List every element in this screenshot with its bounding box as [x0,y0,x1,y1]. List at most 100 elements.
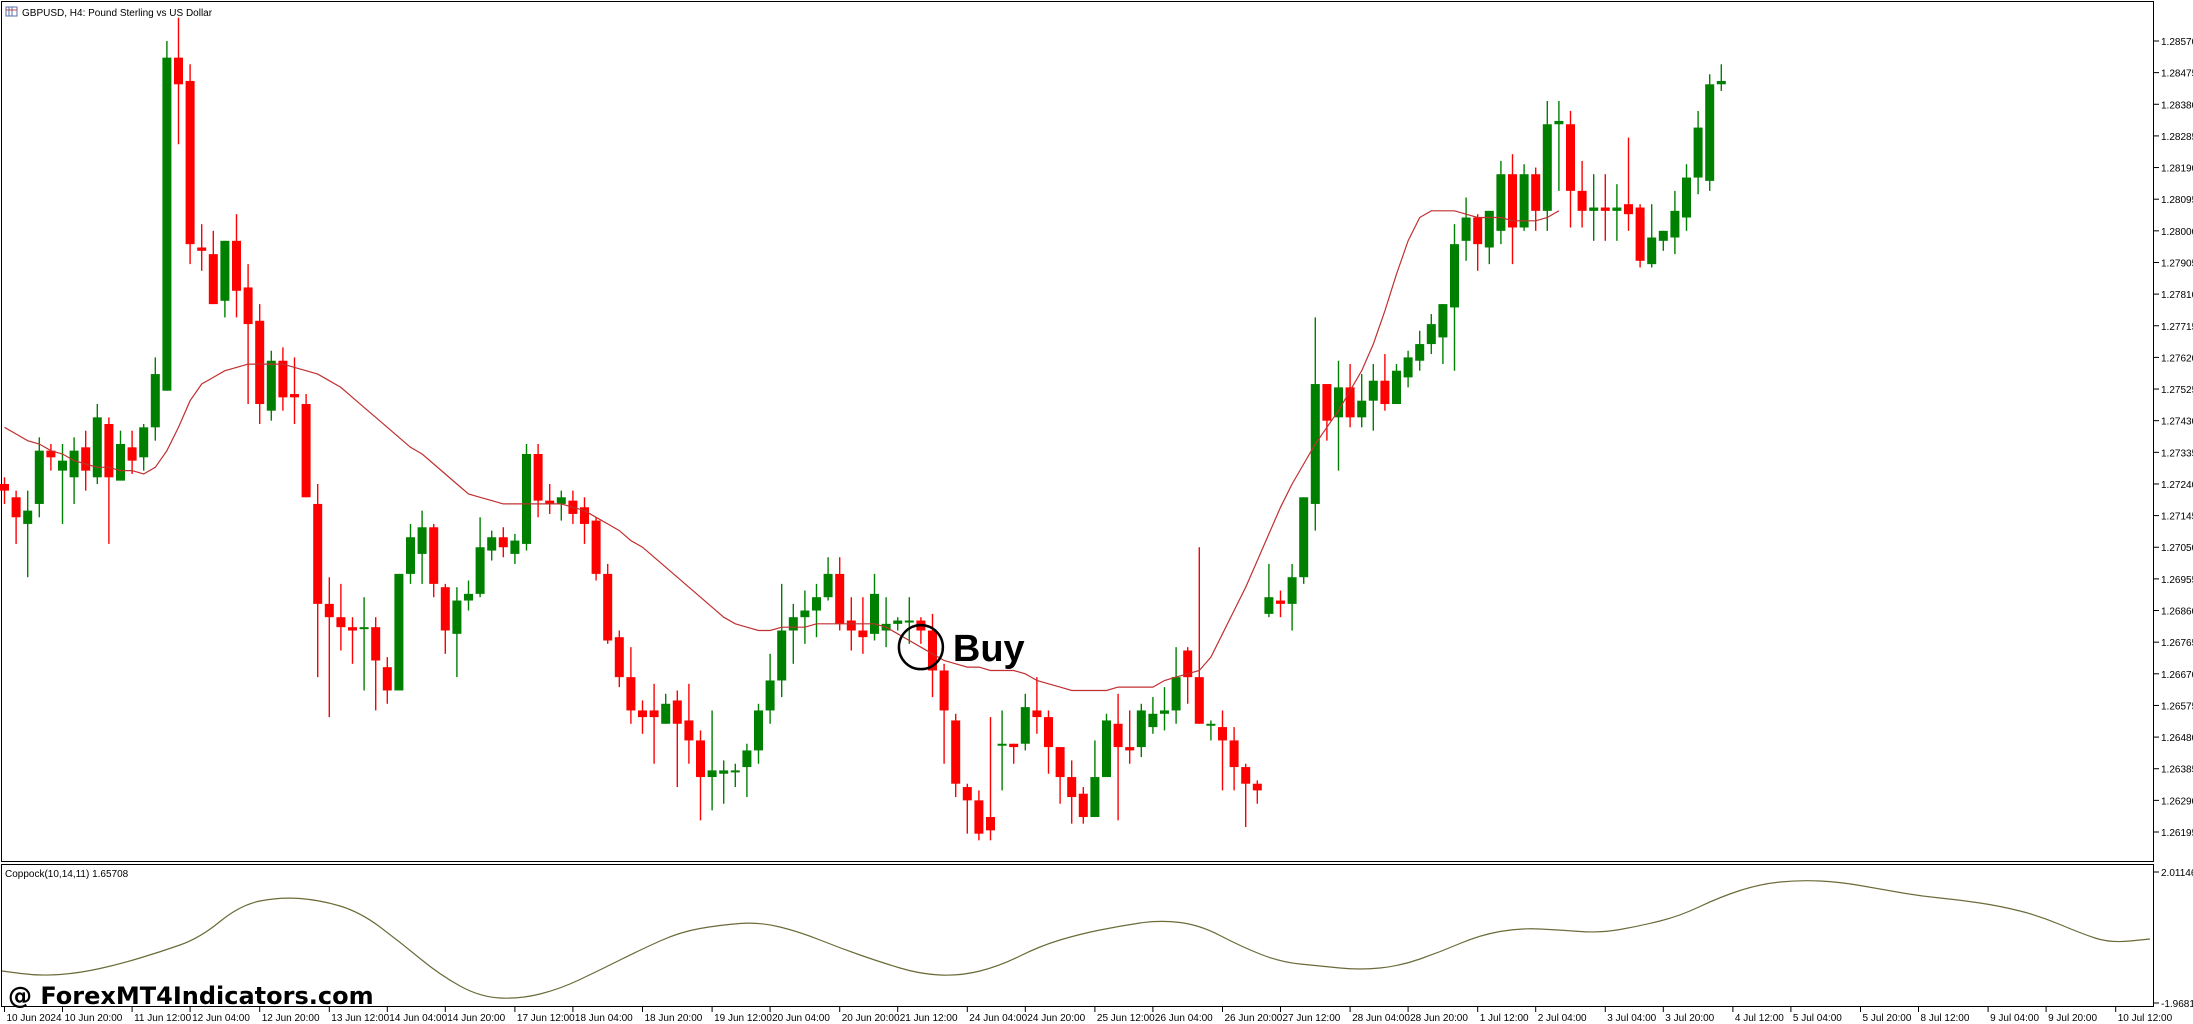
candle-body [1658,230,1668,241]
price-tick-label: 1.27810 [2161,290,2193,301]
time-tick-label: 3 Jul 04:00 [1607,1013,1656,1024]
candle-body [545,500,555,504]
price-tick-label: 1.26670 [2161,670,2193,681]
candle-body [371,627,381,661]
candle-body [220,240,230,301]
candle-body [1612,207,1622,211]
watermark: @ ForexMT4Indicators.com [8,982,374,1010]
candle-body [1020,707,1030,744]
candle-body [788,617,798,631]
candle-body [870,593,879,634]
candle-body [719,770,729,774]
time-tick-label: 14 Jun 04:00 [389,1013,447,1024]
price-tick-label: 1.26290 [2161,796,2193,807]
price-tick-label: 1.26765 [2161,638,2193,649]
candle-body [255,320,265,405]
candle-body [1055,747,1065,778]
candle-body [1032,710,1042,718]
candle-body [1624,204,1633,215]
candle-body [661,703,671,724]
candle-body [765,680,775,711]
price-tick-label: 1.26860 [2161,607,2193,618]
candle-body [1264,597,1274,614]
candle-body [1322,384,1332,421]
candle-body [742,750,752,768]
candle-body [1241,767,1251,784]
candle-body [1148,713,1158,728]
candle-body [1716,80,1726,85]
time-tick-label: 19 Jun 12:00 [714,1013,772,1024]
price-tick-label: 1.27335 [2161,448,2193,459]
candle-body [707,770,717,778]
price-tick-label: 1.28285 [2161,132,2193,143]
candle-body [46,450,56,458]
candle-body [1287,577,1297,604]
candle-body [58,460,67,471]
candle-body [777,630,787,681]
candle-body [649,710,659,718]
candle-body [1183,650,1193,678]
time-tick-label: 26 Jun 20:00 [1225,1013,1283,1024]
candle-body [266,360,276,411]
time-tick-label: 11 Jun 12:00 [134,1013,192,1024]
time-tick-label: 20 Jun 20:00 [842,1013,900,1024]
candle-body [754,710,763,751]
candle-body [464,593,473,601]
candle-body [928,630,937,671]
candle-body [1484,210,1494,248]
time-tick-label: 21 Jun 12:00 [900,1013,958,1024]
price-tick-label: 1.27050 [2161,543,2193,554]
time-tick-label: 25 Jun 12:00 [1097,1013,1155,1024]
price-tick-label: 1.26575 [2161,701,2193,712]
candle-body [1461,217,1471,241]
candle-body [1566,124,1575,191]
price-panel[interactable] [1,1,2154,862]
candle-body [858,630,868,638]
indicator-scale-top: 2.01146 [2161,868,2193,879]
time-tick-label: 3 Jul 20:00 [1665,1013,1714,1024]
time-tick-label: 24 Jun 20:00 [1027,1013,1085,1024]
price-tick-label: 1.28475 [2161,69,2193,80]
time-tick-label: 4 Jul 12:00 [1735,1013,1784,1024]
indicator-scale-bottom: -1.96818 [2161,999,2193,1010]
candle-body [974,800,984,834]
window-title-bar: GBPUSD, H4: Pound Sterling vs US Dollar [5,6,213,19]
time-axis: 10 Jun 2024 10 Jun 20:00 11 Jun 12:00 12 Ju… [4,1007,2173,1024]
candle-body [1090,777,1100,818]
time-tick-label: 27 Jun 12:00 [1283,1013,1341,1024]
candle-body [324,603,334,618]
candle-body [1345,387,1355,418]
price-tick-label: 1.27905 [2161,258,2193,269]
candle-body [1229,740,1239,768]
candle-body [1171,677,1181,711]
price-tick-label: 1.27525 [2161,385,2193,396]
candle-body [81,447,91,471]
candle-body [475,547,485,594]
buy-signal-circle [897,623,945,671]
price-tick-label: 1.27240 [2161,480,2193,491]
price-tick-label: 1.27145 [2161,512,2193,523]
candle-body [1160,710,1169,714]
candle-body [893,620,903,624]
candle-body [498,537,508,548]
price-tick-label: 1.28570 [2161,37,2193,48]
candle-body [986,817,995,831]
candle-body [510,540,520,554]
time-tick-label: 24 Jun 04:00 [969,1013,1027,1024]
candle-body [696,740,705,778]
price-tick-label: 1.28095 [2161,195,2193,206]
candle-body [1194,677,1204,724]
candle-body [1635,207,1645,261]
candle-body [92,417,102,478]
candle-body [406,537,415,574]
indicator-label: Coppock(10,14,11) 1.65708 [5,869,129,880]
candle-body [1426,324,1436,345]
price-tick-label: 1.28190 [2161,164,2193,175]
price-tick-label: 1.26955 [2161,575,2193,586]
candle-body [1206,723,1216,726]
candle-body [429,527,439,584]
candle-body [127,447,137,461]
price-tick-label: 1.26480 [2161,733,2193,744]
candle-body [823,573,833,598]
